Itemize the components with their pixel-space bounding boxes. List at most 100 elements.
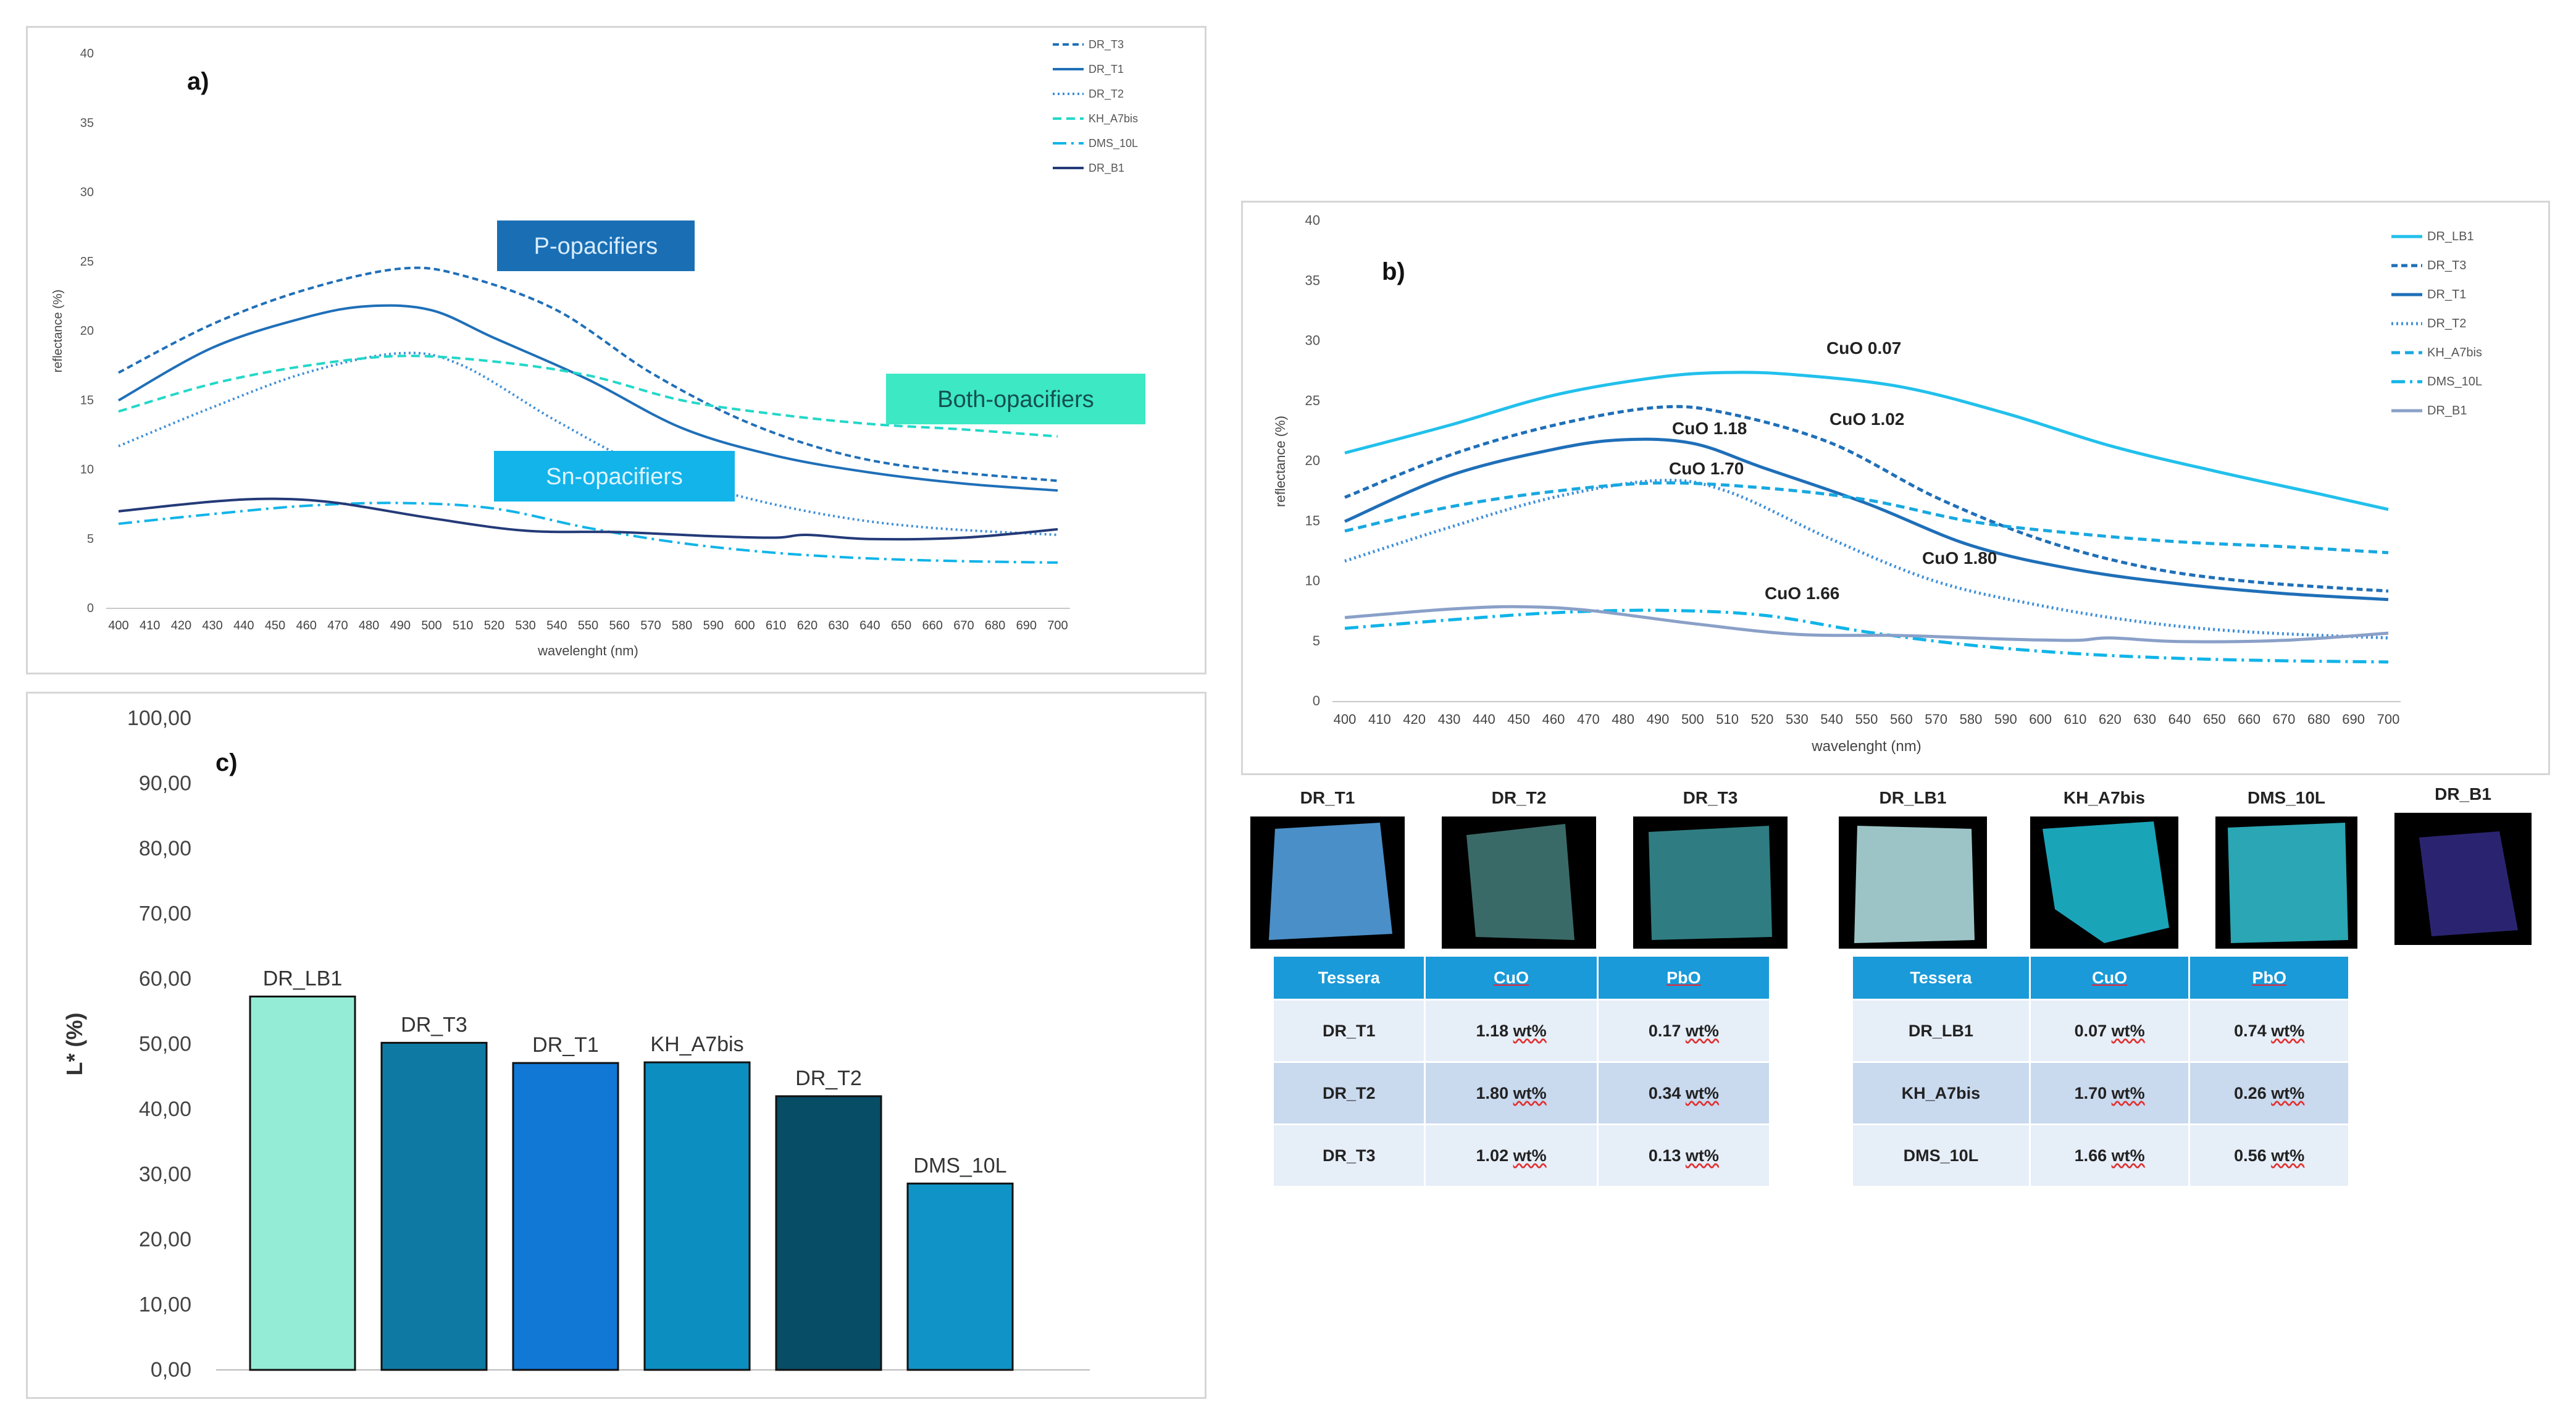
table-cell: DR_LB1 <box>1851 999 2031 1063</box>
table-row: DR_LB1 0.07 wt% 0.74 wt% <box>1851 999 2350 1063</box>
x-tick-label: 500 <box>421 619 441 632</box>
y-axis-label: reflectance (%) <box>51 290 65 373</box>
annotation-label: Sn-opacifiers <box>546 464 683 490</box>
x-tick-label: 540 <box>1820 712 1843 727</box>
x-tick-label: 630 <box>828 619 848 632</box>
x-tick-label: 700 <box>1047 619 1068 632</box>
table-cell: 1.66 wt% <box>2028 1123 2191 1188</box>
y-tick-label: 35 <box>80 116 94 130</box>
y-tick-label: 70,00 <box>139 902 191 926</box>
x-tick-label: 440 <box>233 619 254 632</box>
table-cell: DR_T1 <box>1271 999 1426 1063</box>
x-tick-label: 450 <box>1507 712 1530 727</box>
x-tick-label: 480 <box>359 619 379 632</box>
bar-dr_t3 <box>380 1041 488 1371</box>
x-tick-label: 510 <box>1716 712 1739 727</box>
x-tick-label: 490 <box>390 619 411 632</box>
legend-label: DR_T2 <box>2427 317 2466 330</box>
x-tick-label: 530 <box>515 619 535 632</box>
annotation-box <box>886 374 1145 424</box>
table-cell: 0.34 wt% <box>1596 1061 1771 1125</box>
x-axis-label: wavelenght (nm) <box>1811 738 1921 755</box>
series-line-kh_a7bis <box>1344 481 2389 555</box>
panel-a: 0 5 10 15 20 25 30 35 40 400 410 420 430 440 450 460 470… <box>26 26 1206 674</box>
y-tick-label: 5 <box>1313 633 1320 649</box>
x-tick-label: 410 <box>1368 712 1391 727</box>
x-tick-label: 440 <box>1473 712 1495 727</box>
tile-label: DMS_10L <box>2247 788 2326 807</box>
x-tick-label: 490 <box>1647 712 1670 727</box>
table-cell: 1.18 wt% <box>1424 999 1599 1063</box>
table-header: PbO <box>1596 955 1771 1001</box>
legend-label: DR_B1 <box>1089 162 1124 175</box>
tile-label: KH_A7bis <box>2063 788 2146 807</box>
x-tick-label: 460 <box>296 619 317 632</box>
cuo-annotation: CuO 1.80 <box>1922 548 1997 568</box>
tile-label: DR_T2 <box>1491 788 1547 807</box>
y-tick-label: 5 <box>87 532 94 546</box>
x-tick-label: 640 <box>2168 712 2191 727</box>
table-cell: 0.26 wt% <box>2188 1061 2350 1125</box>
bar-dr_lb1 <box>249 995 356 1371</box>
table-cell: 1.70 wt% <box>2028 1061 2191 1125</box>
y-tick-label: 30 <box>1305 333 1320 348</box>
x-tick-label: 530 <box>1786 712 1809 727</box>
x-tick-label: 470 <box>327 619 348 632</box>
table-right: Tessera CuO PbO DR_LB1 0.07 wt% 0.74 wt%… <box>1851 955 2350 1188</box>
x-tick-label: 680 <box>2307 712 2330 727</box>
y-tick-label: 15 <box>1305 513 1320 528</box>
bar-label: DR_T1 <box>532 1033 599 1057</box>
x-tick-label: 590 <box>1994 712 2017 727</box>
x-tick-label: 460 <box>1542 712 1565 727</box>
x-tick-label: 580 <box>672 619 692 632</box>
tessera-image <box>1269 823 1392 940</box>
y-tick-label: 35 <box>1305 272 1320 288</box>
panel-c: 0,00 10,00 20,00 30,00 40,00 50,00 60,00 70,00 8… <box>26 692 1206 1399</box>
y-tick-label: 50,00 <box>139 1033 191 1056</box>
tessera-image <box>1466 824 1574 940</box>
table-cell: 1.80 wt% <box>1424 1061 1599 1125</box>
y-tick-label: 40,00 <box>139 1098 191 1121</box>
cuo-annotation: CuO 1.70 <box>1669 459 1744 478</box>
x-tick-label: 400 <box>1334 712 1357 727</box>
legend-label: DR_T2 <box>1089 88 1124 101</box>
tile-dr-t3: DR_T3 <box>1633 788 1788 949</box>
y-tick-label: 40 <box>1305 212 1320 228</box>
x-tick-label: 690 <box>2342 712 2365 727</box>
x-tick-label: 660 <box>922 619 943 632</box>
cuo-annotation: CuO 1.18 <box>1672 419 1747 438</box>
table-cell: KH_A7bis <box>1851 1061 2031 1125</box>
table-header: Tessera <box>1851 955 2031 1001</box>
tessera-image <box>2043 821 2169 943</box>
series-line-dr_t3 <box>118 266 1058 482</box>
x-tick-label: 690 <box>1016 619 1037 632</box>
y-tick-label: 25 <box>1305 393 1320 408</box>
legend-label: DR_B1 <box>2427 404 2467 418</box>
x-tick-label: 550 <box>578 619 598 632</box>
table-row: DR_T3 1.02 wt% 0.13 wt% <box>1271 1123 1771 1188</box>
tessera-image <box>1854 826 1975 943</box>
series-line-dr_t2 <box>1344 479 2389 640</box>
x-tick-label: 540 <box>546 619 567 632</box>
y-tick-label: 20 <box>80 324 94 338</box>
table-header: CuO <box>2028 955 2191 1001</box>
y-axis-label: reflectance (%) <box>1273 416 1288 507</box>
x-tick-label: 670 <box>953 619 974 632</box>
annotation-label: P-opacifiers <box>534 233 658 259</box>
y-tick-label: 10 <box>80 463 94 477</box>
annotation-label: Both-opacifiers <box>937 387 1094 413</box>
x-tick-label: 610 <box>766 619 786 632</box>
series-line-dr_t1 <box>1344 437 2389 602</box>
series-line-dr_lb1 <box>1344 371 2389 511</box>
bar-label: DR_T3 <box>401 1013 467 1036</box>
legend-label: DR_LB1 <box>2427 230 2474 243</box>
x-tick-label: 510 <box>453 619 473 632</box>
tile-kh-a7bis: KH_A7bis <box>2030 788 2178 949</box>
tile-dr-t1: DR_T1 <box>1250 788 1405 949</box>
x-tick-label: 410 <box>140 619 160 632</box>
panel-label: a) <box>187 68 209 95</box>
x-tick-label: 420 <box>1403 712 1426 727</box>
y-tick-label: 25 <box>80 255 94 269</box>
y-tick-label: 90,00 <box>139 772 191 795</box>
